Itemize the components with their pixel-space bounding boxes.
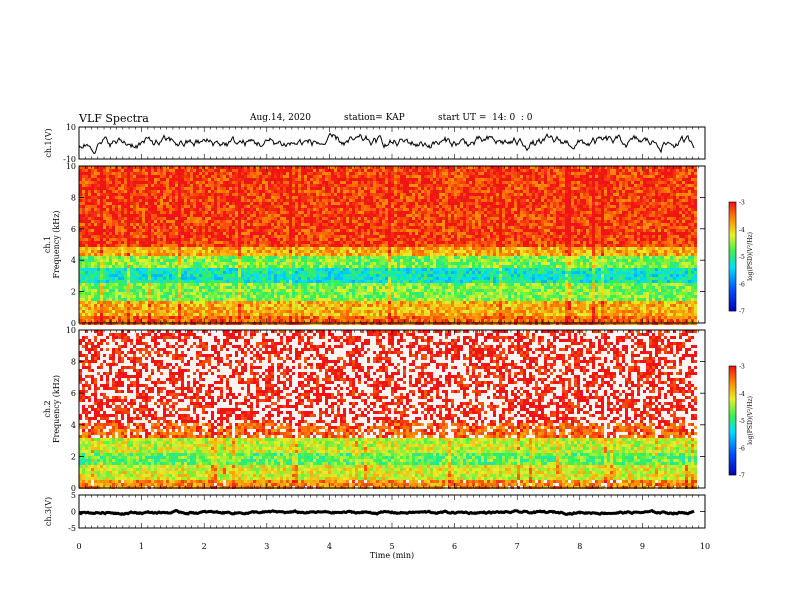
ytick-label-p3-4: 8 (71, 358, 76, 367)
colorbar-label-1: log(PSD)(V²/Hz) (747, 232, 754, 281)
xtick-label-0: 0 (76, 542, 81, 551)
xtick-label-10: 10 (700, 542, 710, 551)
ytick-label-p2-3: 6 (71, 225, 76, 234)
ytick-label-p4-0: 5 (71, 491, 76, 500)
channel-label-3: ch.2 (43, 400, 52, 417)
colorbar-2-tick-0: -3 (739, 364, 745, 371)
xtick-label-2: 2 (202, 542, 207, 551)
colorbar-1-tick-1: -4 (739, 227, 745, 234)
ylabel-3: Frequency (kHz) (52, 375, 61, 443)
spectrogram-2-cells (79, 330, 697, 489)
xtick-label-9: 9 (640, 542, 645, 551)
ytick-label-p3-3: 6 (71, 389, 76, 398)
xtick-label-1: 1 (139, 542, 144, 551)
ytick-label-p1-0: 10 (66, 123, 76, 132)
ytick-label-p4-2: -5 (68, 524, 76, 533)
xtick-label-8: 8 (577, 542, 582, 551)
colorbar-1-tick-2: -5 (739, 254, 745, 261)
colorbar-1 (729, 202, 736, 311)
ytick-label-p3-1: 2 (71, 452, 76, 461)
colorbar-1-tick-4: -7 (739, 309, 745, 316)
channel-label-2: ch.1 (43, 236, 52, 253)
ylabel-1: ch.1(V) (44, 128, 53, 157)
xtick-label-4: 4 (327, 542, 332, 551)
xtick-label-3: 3 (264, 542, 269, 551)
ytick-label-p3-5: 10 (66, 326, 76, 335)
ch1-trace (79, 134, 694, 154)
colorbar-2-tick-2: -5 (739, 418, 745, 425)
ytick-label-p4-1: 0 (71, 508, 76, 517)
ytick-label-p2-5: 10 (66, 162, 76, 171)
ytick-label-p2-4: 8 (71, 193, 76, 202)
colorbar-2-tick-3: -6 (739, 445, 745, 452)
ylabel-2: Frequency (kHz) (52, 210, 61, 278)
colorbar-1-tick-3: -6 (739, 281, 745, 288)
ytick-label-p2-2: 4 (71, 256, 76, 265)
ytick-label-p3-2: 4 (71, 421, 76, 430)
colorbar-2-tick-4: -7 (739, 473, 745, 480)
colorbar-1-tick-0: -3 (739, 200, 745, 207)
xtick-label-7: 7 (515, 542, 520, 551)
colorbar-2 (729, 366, 736, 475)
xtick-label-5: 5 (389, 542, 394, 551)
ylabel-4: ch.3(V) (44, 497, 53, 526)
ch3-trace (79, 511, 694, 515)
spectrogram-1-cells (79, 166, 697, 325)
xaxis-label: Time (min) (370, 551, 414, 560)
xtick-label-6: 6 (452, 542, 457, 551)
colorbar-label-2: log(PSD)(V²/Hz) (747, 396, 754, 445)
ytick-label-p2-1: 2 (71, 288, 76, 297)
colorbar-2-tick-1: -4 (739, 391, 745, 398)
